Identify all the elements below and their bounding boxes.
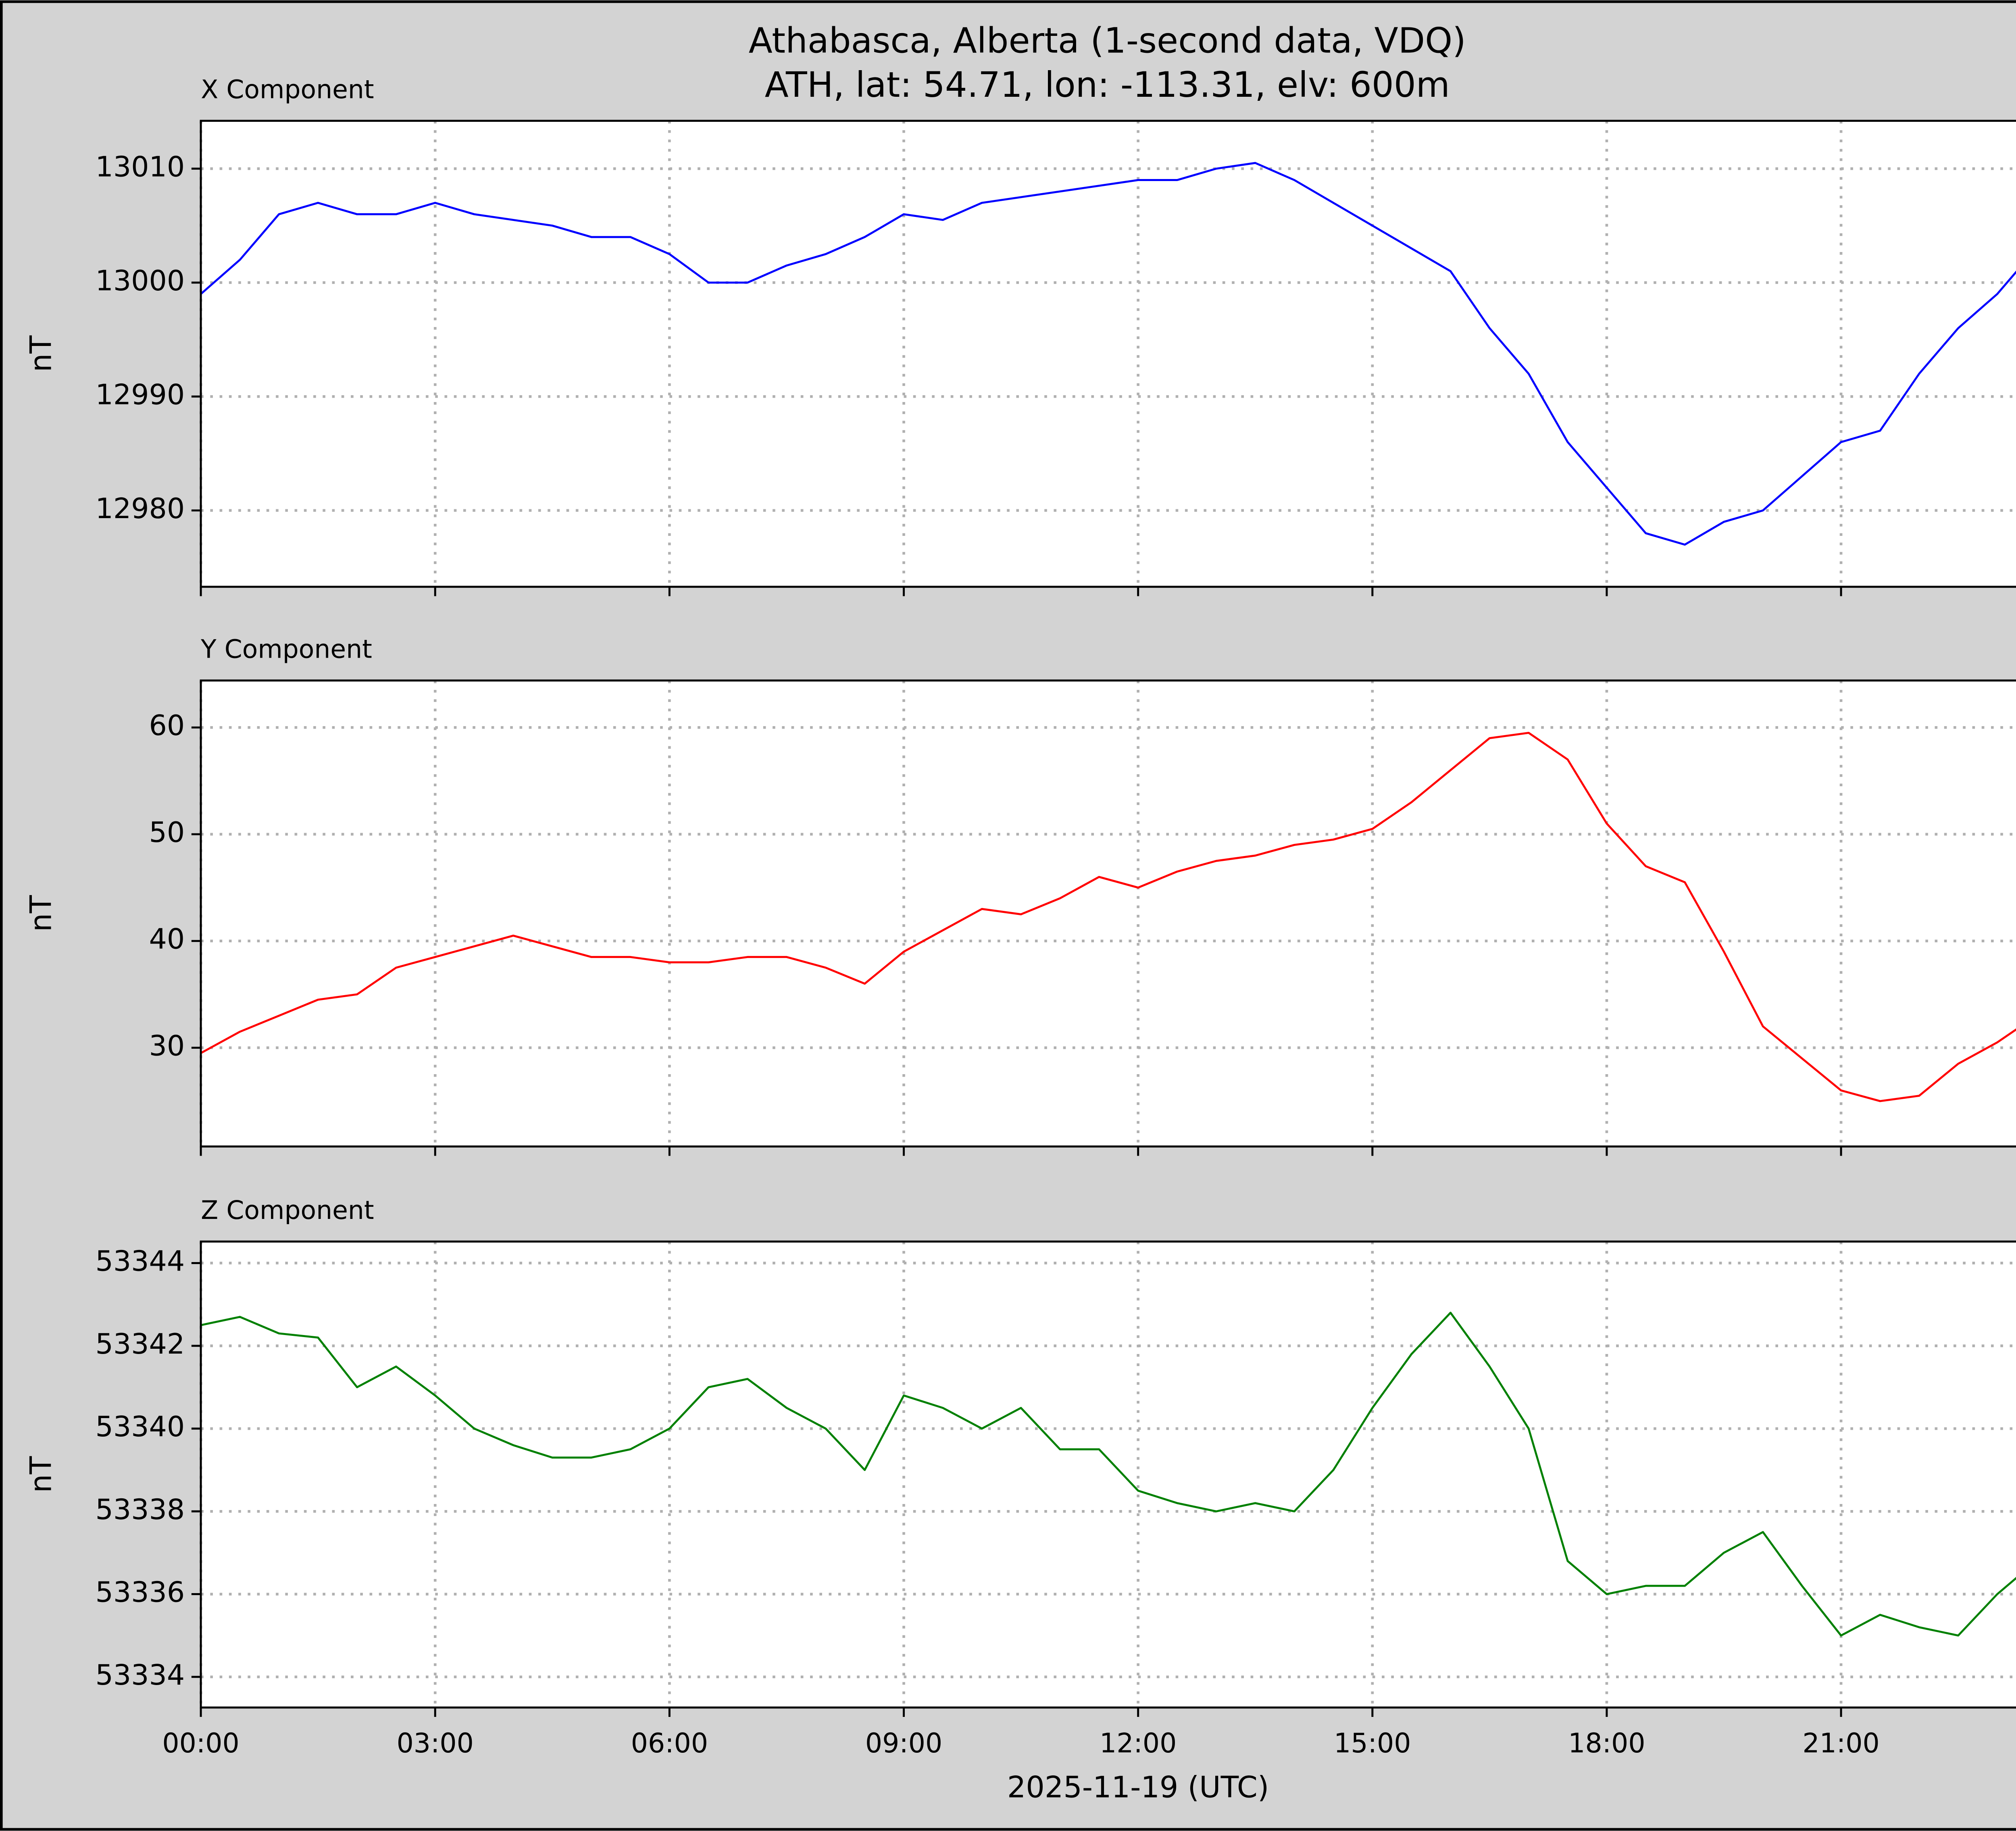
x-tick-label: 03:00 bbox=[397, 1727, 474, 1759]
x-tick-label: 00:00 bbox=[162, 1727, 239, 1759]
y-tick-label: 50 bbox=[149, 816, 185, 849]
x-tick-label: 15:00 bbox=[1334, 1727, 1411, 1759]
y-axis-label: nT bbox=[24, 1456, 58, 1493]
y-tick-label: 53336 bbox=[95, 1576, 185, 1609]
y-tick-label: 40 bbox=[149, 923, 185, 956]
x-axis-label: 2025-11-19 (UTC) bbox=[1007, 1770, 1269, 1804]
y-tick-label: 53334 bbox=[95, 1659, 185, 1691]
y-tick-label: 53344 bbox=[95, 1245, 185, 1278]
x-tick-label: 06:00 bbox=[631, 1727, 708, 1759]
y-tick-label: 30 bbox=[149, 1029, 185, 1062]
figure-title: Athabasca, Alberta (1-second data, VDQ) bbox=[749, 21, 1466, 61]
plot-frame bbox=[200, 120, 2016, 588]
y-tick-label: 12990 bbox=[95, 378, 185, 411]
y-axis-label: nT bbox=[24, 895, 58, 932]
x-tick-label: 18:00 bbox=[1568, 1727, 1645, 1759]
data-line bbox=[200, 162, 2016, 546]
plot-frame bbox=[200, 679, 2016, 1148]
data-line bbox=[200, 1312, 2016, 1637]
panel-title: Z Component bbox=[201, 1195, 374, 1225]
plot-area bbox=[201, 1241, 2016, 1708]
panel-title: X Component bbox=[201, 75, 374, 104]
y-tick-label: 12980 bbox=[95, 492, 185, 525]
data-line bbox=[200, 731, 2016, 1102]
y-axis-label: nT bbox=[24, 335, 58, 372]
y-tick-label: 13010 bbox=[95, 150, 185, 183]
plot-frame bbox=[200, 1240, 2016, 1709]
figure-subtitle: ATH, lat: 54.71, lon: -113.31, elv: 600m bbox=[765, 65, 1450, 105]
y-tick-label: 60 bbox=[149, 709, 185, 742]
plot-area bbox=[201, 680, 2016, 1147]
panel-title: Y Component bbox=[200, 634, 372, 664]
y-tick-label: 13000 bbox=[95, 265, 185, 297]
y-tick-label: 53338 bbox=[95, 1493, 185, 1526]
y-tick-label: 53340 bbox=[95, 1410, 185, 1443]
x-tick-label: 21:00 bbox=[1802, 1727, 1879, 1759]
y-tick-label: 53342 bbox=[95, 1328, 185, 1360]
x-tick-label: 12:00 bbox=[1100, 1727, 1177, 1759]
x-tick-label: 09:00 bbox=[865, 1727, 942, 1759]
